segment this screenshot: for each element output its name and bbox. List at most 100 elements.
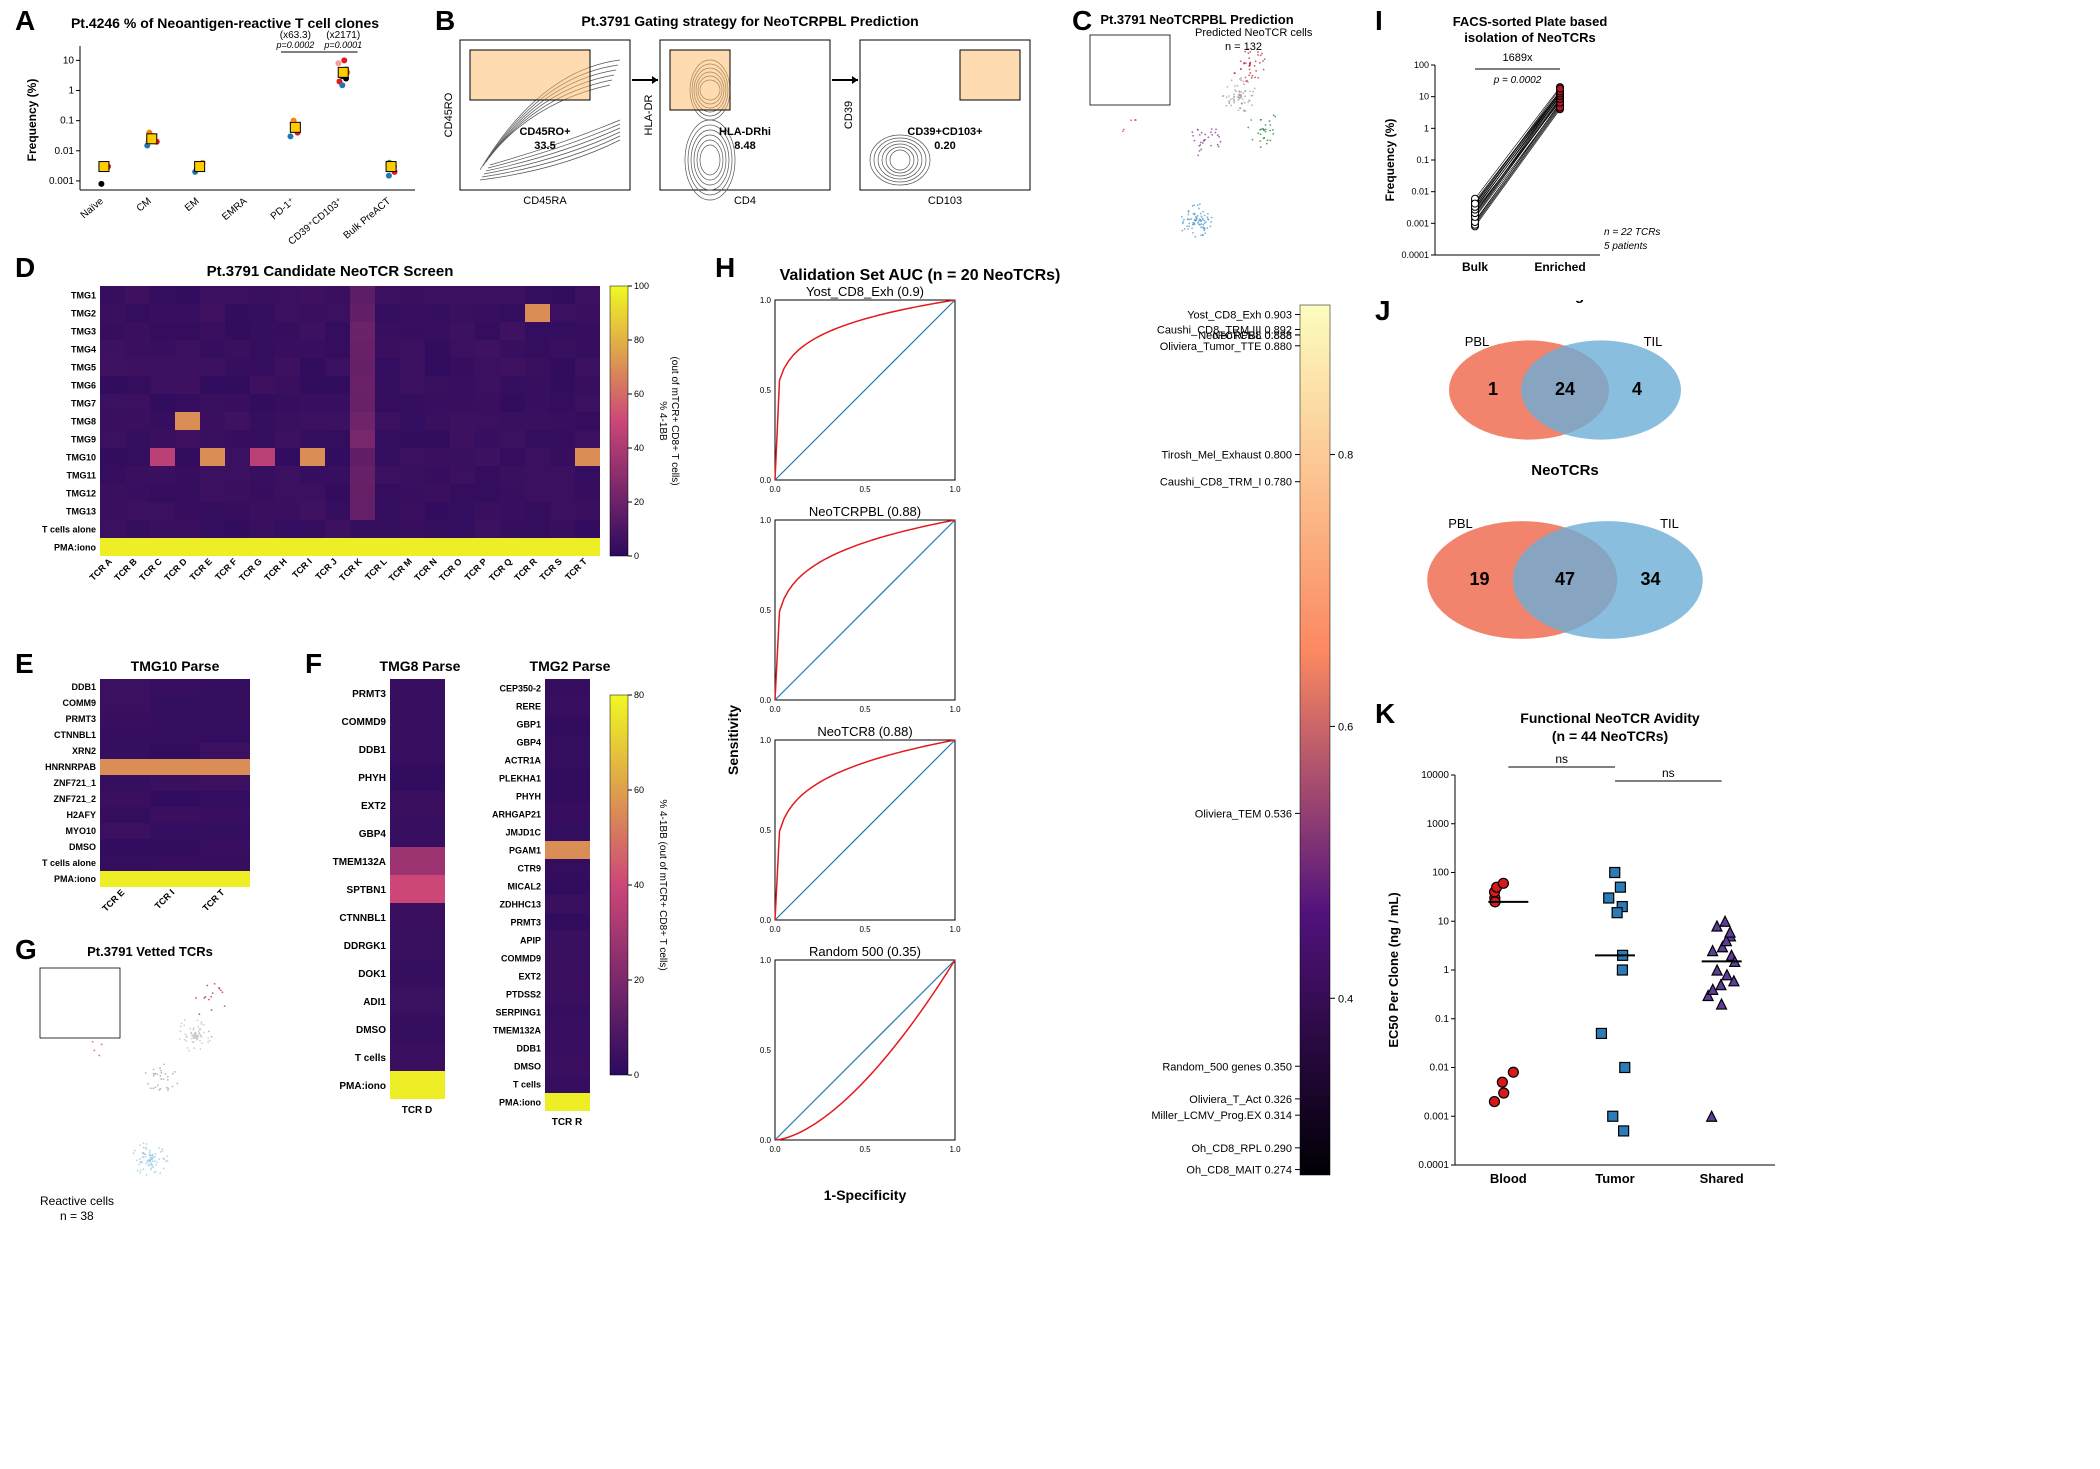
svg-text:20: 20: [634, 975, 644, 985]
svg-text:isolation of NeoTCRs: isolation of NeoTCRs: [1464, 30, 1595, 45]
svg-text:ACTR1A: ACTR1A: [504, 756, 541, 766]
svg-text:0.5: 0.5: [859, 485, 871, 494]
svg-text:CD45RO: CD45RO: [443, 92, 455, 137]
svg-text:GBP4: GBP4: [359, 829, 387, 840]
svg-text:TIL: TIL: [1644, 334, 1663, 349]
svg-text:SERPING1: SERPING1: [495, 1008, 541, 1018]
panel-b: Pt.3791 Gating strategy for NeoTCRPBL Pr…: [440, 10, 1060, 250]
svg-text:T cells: T cells: [355, 1053, 387, 1064]
svg-text:TMEM132A: TMEM132A: [333, 857, 386, 868]
svg-text:DDB1: DDB1: [359, 745, 387, 756]
svg-text:0.8: 0.8: [1338, 450, 1353, 462]
svg-text:0.5: 0.5: [760, 826, 772, 835]
svg-text:0.0: 0.0: [769, 705, 781, 714]
svg-text:COMMD9: COMMD9: [501, 954, 541, 964]
svg-text:TCR N: TCR N: [412, 556, 439, 583]
svg-text:TCR L: TCR L: [363, 556, 389, 582]
svg-text:p=0.0001: p=0.0001: [323, 40, 362, 50]
svg-text:Oliviera_TEM 0.536: Oliviera_TEM 0.536: [1195, 808, 1292, 820]
svg-text:1: 1: [68, 86, 74, 97]
svg-text:CTR9: CTR9: [517, 864, 541, 874]
panel-a-svg: Pt.4246 % of Neoantigen-reactive T cell …: [20, 10, 430, 250]
svg-text:TCR F: TCR F: [213, 556, 239, 582]
svg-text:EXT2: EXT2: [518, 972, 541, 982]
svg-text:PMA:iono: PMA:iono: [339, 1081, 386, 1092]
svg-text:TCR P: TCR P: [463, 556, 489, 582]
svg-text:0.01: 0.01: [1411, 187, 1429, 197]
svg-text:TCR H: TCR H: [262, 556, 289, 583]
svg-text:ADI1: ADI1: [363, 997, 386, 1008]
svg-text:0.001: 0.001: [1406, 218, 1429, 228]
svg-text:0.0: 0.0: [760, 1136, 772, 1145]
svg-text:TCR M: TCR M: [387, 556, 414, 583]
svg-text:(out of mTCR+ CD8+ T cells): (out of mTCR+ CD8+ T cells): [669, 356, 680, 485]
svg-text:PD-1⁺: PD-1⁺: [269, 196, 298, 222]
panel-e-svg: TMG10 ParseDDB1COMM9PRMT3CTNNBL1XRN2HNRN…: [20, 655, 300, 925]
svg-text:DMSO: DMSO: [514, 1062, 541, 1072]
svg-text:0.5: 0.5: [859, 1145, 871, 1154]
panel-d: Pt.3791 Candidate NeoTCR ScreenTMG1TMG2T…: [20, 260, 670, 640]
svg-text:PLEKHA1: PLEKHA1: [499, 774, 541, 784]
panel-f-svg: TMG8 ParsePRMT3COMMD9DDB1PHYHEXT2GBP4TME…: [310, 655, 710, 1195]
svg-text:Oh_CD8_RPL 0.290: Oh_CD8_RPL 0.290: [1192, 1143, 1293, 1155]
svg-text:1: 1: [1488, 379, 1498, 399]
panel-g-svg: Pt.3791 Vetted TCRsReactive cellsn = 38: [20, 940, 300, 1230]
svg-text:EMRA: EMRA: [220, 196, 249, 223]
svg-text:TMG10: TMG10: [66, 453, 96, 463]
svg-text:TIL: TIL: [1660, 516, 1679, 531]
panel-f: TMG8 ParsePRMT3COMMD9DDB1PHYHEXT2GBP4TME…: [310, 655, 710, 1125]
svg-text:Functional NeoTCR Avidity: Functional NeoTCR Avidity: [1520, 710, 1700, 726]
svg-text:0.0: 0.0: [760, 916, 772, 925]
svg-text:CM: CM: [135, 196, 154, 214]
svg-text:GBP1: GBP1: [516, 720, 541, 730]
svg-text:19: 19: [1469, 569, 1489, 589]
svg-text:GBP4: GBP4: [516, 738, 541, 748]
svg-text:0.5: 0.5: [760, 606, 772, 615]
svg-text:Yost_CD8_Exh (0.9): Yost_CD8_Exh (0.9): [806, 284, 924, 299]
svg-text:Yost_CD8_Exh 0.903: Yost_CD8_Exh 0.903: [1187, 310, 1292, 322]
svg-text:CD45RA: CD45RA: [523, 195, 567, 207]
svg-text:10: 10: [1419, 92, 1429, 102]
svg-text:EXT2: EXT2: [361, 801, 386, 812]
svg-text:Bulk PreACT: Bulk PreACT: [342, 196, 393, 242]
svg-text:COMM9: COMM9: [63, 698, 97, 708]
svg-text:Oliviera_T_Act 0.326: Oliviera_T_Act 0.326: [1189, 1094, 1292, 1106]
svg-text:TCR E: TCR E: [188, 556, 214, 582]
panel-g: Pt.3791 Vetted TCRsReactive cellsn = 38: [20, 940, 300, 1230]
svg-text:CD103: CD103: [928, 195, 962, 207]
svg-text:10: 10: [1438, 916, 1450, 927]
svg-text:T cells alone: T cells alone: [42, 858, 96, 868]
svg-text:MYO10: MYO10: [65, 826, 96, 836]
svg-text:NeoTCRs: NeoTCRs: [1531, 462, 1599, 479]
svg-text:Miller_LCMV_Prog.EX 0.314: Miller_LCMV_Prog.EX 0.314: [1151, 1110, 1292, 1122]
svg-text:10000: 10000: [1421, 770, 1449, 781]
svg-text:0.1: 0.1: [60, 116, 74, 127]
panel-d-svg: Pt.3791 Candidate NeoTCR ScreenTMG1TMG2T…: [20, 260, 710, 640]
svg-text:PRMT3: PRMT3: [352, 689, 386, 700]
svg-text:0.0001: 0.0001: [1401, 250, 1429, 260]
svg-text:TCR B: TCR B: [112, 556, 139, 583]
svg-text:0.0: 0.0: [760, 696, 772, 705]
svg-text:0.0: 0.0: [769, 485, 781, 494]
svg-text:PHYH: PHYH: [516, 792, 541, 802]
svg-text:TMG3: TMG3: [71, 327, 96, 337]
svg-text:ZNF721_1: ZNF721_1: [53, 778, 96, 788]
svg-text:SPTBN1: SPTBN1: [347, 885, 387, 896]
svg-text:HLA-DRhi: HLA-DRhi: [719, 126, 771, 138]
svg-text:0.01: 0.01: [1430, 1063, 1450, 1074]
svg-text:HNRNRPAB: HNRNRPAB: [45, 762, 96, 772]
svg-text:PGAM1: PGAM1: [509, 846, 541, 856]
svg-text:Reactive cells: Reactive cells: [40, 1194, 114, 1208]
svg-text:60: 60: [634, 785, 644, 795]
svg-text:1.0: 1.0: [949, 925, 961, 934]
svg-text:TMG10 Parse: TMG10 Parse: [131, 658, 220, 674]
svg-text:DDB1: DDB1: [516, 1044, 541, 1054]
svg-text:TCR K: TCR K: [337, 556, 364, 583]
svg-text:FACS-sorted Plate based: FACS-sorted Plate based: [1453, 14, 1608, 29]
svg-text:TCR C: TCR C: [137, 556, 164, 583]
panel-i: FACS-sorted Plate basedisolation of NeoT…: [1380, 10, 1680, 290]
svg-text:TCR G: TCR G: [237, 556, 264, 583]
svg-text:Random_500 genes 0.350: Random_500 genes 0.350: [1162, 1061, 1292, 1073]
svg-text:CTNNBL1: CTNNBL1: [339, 913, 386, 924]
svg-text:TMG11: TMG11: [66, 471, 96, 481]
